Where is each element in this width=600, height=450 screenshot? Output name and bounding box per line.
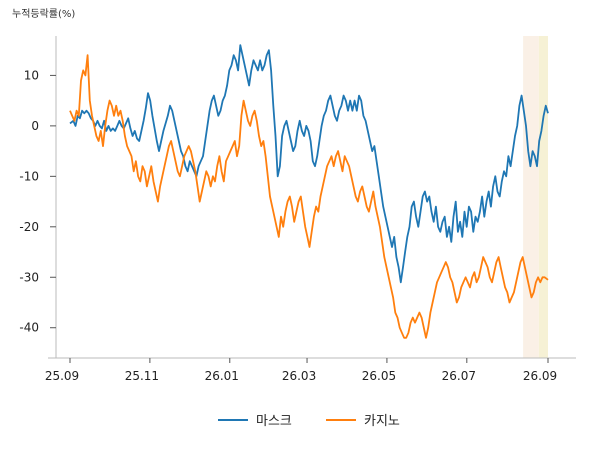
y-tick-label-4: -30 bbox=[19, 270, 39, 284]
x-tick-label-6: 26.09 bbox=[523, 369, 557, 383]
y-tick-label-5: -40 bbox=[19, 321, 39, 335]
x-tick-label-4: 26.05 bbox=[362, 369, 396, 383]
legend-label-0: 마스크 bbox=[256, 414, 292, 429]
y-tick-label-0: 10 bbox=[24, 68, 39, 82]
y-tick-label-3: -20 bbox=[19, 220, 39, 234]
x-tick-label-3: 26.03 bbox=[282, 369, 316, 383]
legend-label-1: 카지노 bbox=[364, 414, 400, 429]
highlight-band-0 bbox=[523, 36, 539, 358]
series-line-1 bbox=[69, 54, 549, 339]
axes: 10 0 -10 -20 -30 -40 25.09 25.11 26.01 26.03 26.05… bbox=[19, 36, 576, 383]
y-tick-label-2: -10 bbox=[19, 169, 39, 183]
x-tick-label-5: 26.07 bbox=[442, 369, 476, 383]
x-tick-label-0: 25.09 bbox=[45, 369, 79, 383]
y-tick-label-1: 0 bbox=[31, 119, 39, 133]
y-axis-unit-label: 누적등락률(%) bbox=[12, 8, 75, 20]
highlight-band-1 bbox=[538, 36, 548, 358]
highlight-bands bbox=[523, 36, 548, 358]
series-lines bbox=[69, 44, 549, 339]
legend: 마스크 카지노 bbox=[218, 414, 400, 429]
x-tick-label-1: 25.11 bbox=[125, 369, 159, 383]
x-tick-label-2: 26.01 bbox=[205, 369, 239, 383]
series-line-0 bbox=[69, 44, 549, 284]
